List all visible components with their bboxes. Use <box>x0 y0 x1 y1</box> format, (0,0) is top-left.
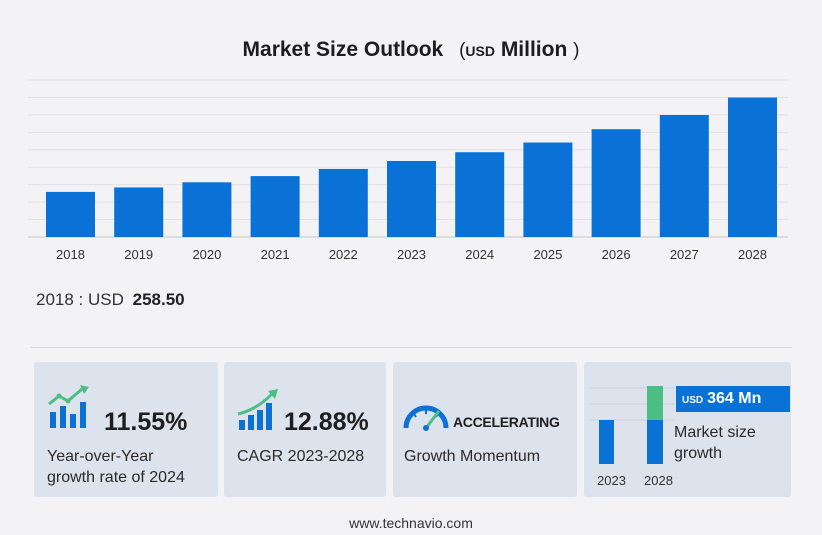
increment-mini-chart: 2023 2028 <box>590 386 674 488</box>
cagr-chart-icon <box>237 389 278 430</box>
increment-caption: Market size growth <box>674 422 756 464</box>
bar-2023 <box>387 160 436 237</box>
title-scale: Million <box>500 38 568 61</box>
bar-2018 <box>46 191 95 237</box>
footer-url: www.technavio.com <box>349 515 473 531</box>
bar-2022 <box>318 168 368 237</box>
chart-title: Market Size Outlook (USD Million ) <box>0 38 822 62</box>
mini-year-start: 2023 <box>597 473 626 488</box>
x-tick-label: 2019 <box>124 247 153 262</box>
yoy-card: 11.55% Year-over-Year growth rate of 202… <box>34 362 218 497</box>
chart-bars <box>46 97 777 237</box>
x-tick-label: 2018 <box>56 247 85 262</box>
title-paren-close: ) <box>573 40 580 61</box>
base-year-value: 2018 : USD 258.50 <box>36 290 185 310</box>
increment-caption-line2: growth <box>674 445 723 462</box>
bar-chart: 2018 2019 2020 2021 2022 2023 2024 2025 2026 2027… <box>28 79 788 262</box>
title-unit: USD <box>465 43 495 59</box>
cagr-card: 12.88% CAGR 2023-2028 <box>224 362 386 497</box>
x-tick-label: 2022 <box>329 247 358 262</box>
momentum-value: ACCELERATING <box>453 414 560 430</box>
x-tick-label: 2024 <box>465 247 494 262</box>
yoy-value: 11.55% <box>104 408 188 436</box>
bar-2025 <box>523 142 573 237</box>
x-tick-label: 2020 <box>192 247 221 262</box>
yoy-caption-line2: growth rate of 2024 <box>47 469 185 486</box>
yoy-caption-line1: Year-over-Year <box>47 448 154 465</box>
title-paren-open: ( <box>459 40 466 61</box>
yoy-caption: Year-over-Year growth rate of 2024 <box>47 446 185 488</box>
growth-bars-icon <box>48 385 89 428</box>
x-tick-label: 2027 <box>670 247 699 262</box>
bar-2020 <box>182 182 232 237</box>
x-tick-label: 2021 <box>261 247 290 262</box>
momentum-card: ACCELERATING Growth Momentum <box>393 362 577 497</box>
speedometer-icon <box>403 405 449 431</box>
cagr-value: 12.88% <box>284 408 369 436</box>
mini-bar-end <box>647 420 663 464</box>
bar-2027 <box>659 115 709 237</box>
increment-unit: USD <box>682 395 704 406</box>
bar-2021 <box>250 176 300 237</box>
momentum-caption: Growth Momentum <box>404 448 541 465</box>
bar-2024 <box>455 152 505 237</box>
x-tick-label: 2025 <box>533 247 562 262</box>
increment-value: 364 Mn <box>707 390 762 407</box>
cagr-caption: CAGR 2023-2028 <box>237 448 365 465</box>
title-unit-group: (USD <box>459 40 495 61</box>
mini-bar-start <box>599 420 614 464</box>
x-tick-label: 2028 <box>738 247 767 262</box>
base-year-label: 2018 : USD <box>36 290 124 309</box>
x-tick-label: 2026 <box>602 247 631 262</box>
bar-2028 <box>728 97 777 237</box>
chart-x-labels: 2018 2019 2020 2021 2022 2023 2024 2025 2026 2027… <box>56 247 767 262</box>
increment-caption-line1: Market size <box>674 424 756 441</box>
x-tick-label: 2023 <box>397 247 426 262</box>
base-year-amount: 258.50 <box>132 290 185 309</box>
title-main: Market Size Outlook <box>242 38 444 61</box>
mini-year-end: 2028 <box>644 473 673 488</box>
bar-2019 <box>114 187 164 237</box>
bar-2026 <box>591 129 641 237</box>
mini-bar-increment <box>647 386 663 420</box>
divider <box>30 347 792 348</box>
increment-card: 2023 2028 USD 364 Mn Market size growth <box>584 362 791 497</box>
increment-badge: USD 364 Mn <box>676 386 790 412</box>
